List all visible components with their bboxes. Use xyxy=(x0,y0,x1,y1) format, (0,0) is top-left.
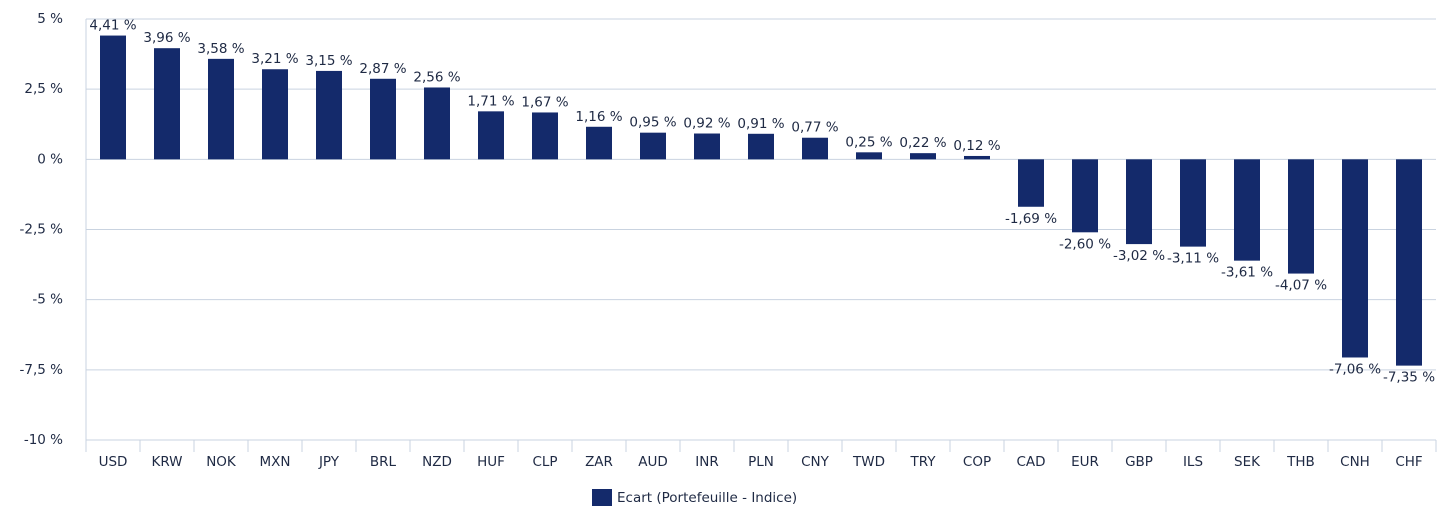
data-label: 3,21 % xyxy=(251,51,298,67)
bar xyxy=(316,70,342,160)
bar xyxy=(694,133,720,160)
bar xyxy=(586,126,612,160)
data-label: -3,02 % xyxy=(1113,248,1165,264)
x-tick-label: BRL xyxy=(370,454,397,470)
x-tick-label: NZD xyxy=(422,454,452,470)
bar xyxy=(910,153,936,160)
x-tick-label: KRW xyxy=(151,454,182,470)
x-tick-label: CAD xyxy=(1016,454,1045,470)
data-label: 4,41 % xyxy=(89,18,136,34)
bar xyxy=(370,78,396,160)
y-tick-label: 5 % xyxy=(37,11,63,27)
bar xyxy=(1126,159,1152,245)
data-label: 0,25 % xyxy=(845,134,892,150)
data-label: -7,35 % xyxy=(1383,370,1435,386)
data-label: 0,92 % xyxy=(683,116,730,132)
x-tick-label: USD xyxy=(99,454,128,470)
y-tick-label: -5 % xyxy=(32,292,63,308)
data-label: 1,16 % xyxy=(575,109,622,125)
x-tick-label: CHF xyxy=(1395,454,1422,470)
x-tick-label: NOK xyxy=(206,454,237,470)
x-tick-label: CNY xyxy=(801,454,830,470)
data-label: -3,11 % xyxy=(1167,251,1219,267)
x-tick-label: GBP xyxy=(1125,454,1153,470)
bar xyxy=(1072,159,1098,233)
data-label: 2,87 % xyxy=(359,61,406,77)
x-tick-label: EUR xyxy=(1071,454,1099,470)
data-label: -4,07 % xyxy=(1275,278,1327,294)
bar xyxy=(1342,159,1368,358)
data-label: -3,61 % xyxy=(1221,265,1273,281)
x-tick-label: INR xyxy=(695,454,718,470)
x-tick-label: AUD xyxy=(638,454,668,470)
legend-swatch xyxy=(592,489,612,506)
y-tick-label: 2,5 % xyxy=(24,81,63,97)
x-tick-label: SEK xyxy=(1234,454,1261,470)
data-label: 1,71 % xyxy=(467,93,514,109)
bar xyxy=(1018,159,1044,207)
data-label: 0,22 % xyxy=(899,135,946,151)
y-tick-label: -2,5 % xyxy=(20,222,64,238)
x-tick-label: HUF xyxy=(477,454,505,470)
bar xyxy=(856,152,882,160)
bar xyxy=(964,155,990,160)
x-tick-label: MXN xyxy=(260,454,291,470)
bar xyxy=(748,133,774,160)
bar xyxy=(478,111,504,160)
x-tick-label: THB xyxy=(1286,454,1315,470)
data-label: 3,58 % xyxy=(197,41,244,57)
bar xyxy=(262,69,288,160)
y-tick-label: 0 % xyxy=(37,151,63,167)
x-tick-label: TRY xyxy=(909,454,936,470)
data-label: -2,60 % xyxy=(1059,236,1111,252)
x-tick-label: CLP xyxy=(532,454,557,470)
data-label: 0,95 % xyxy=(629,115,676,131)
y-tick-label: -10 % xyxy=(24,432,63,448)
x-tick-label: PLN xyxy=(748,454,774,470)
data-label: 3,15 % xyxy=(305,53,352,69)
bar xyxy=(1234,159,1260,261)
x-tick-label: ZAR xyxy=(585,454,613,470)
data-label: -7,06 % xyxy=(1329,361,1381,377)
data-label: 3,96 % xyxy=(143,30,190,46)
bar xyxy=(1396,159,1422,366)
bar xyxy=(424,87,450,160)
bar xyxy=(208,58,234,160)
bar xyxy=(802,137,828,160)
data-label: 0,12 % xyxy=(953,138,1000,154)
x-tick-label: ILS xyxy=(1183,454,1203,470)
data-label: 2,56 % xyxy=(413,69,460,85)
x-tick-label: JPY xyxy=(318,454,340,470)
data-label: 1,67 % xyxy=(521,94,568,110)
x-tick-label: COP xyxy=(963,454,991,470)
bar xyxy=(640,132,666,160)
bar xyxy=(100,35,126,160)
bar xyxy=(1288,159,1314,274)
data-label: 0,91 % xyxy=(737,116,784,132)
bar xyxy=(1180,159,1206,247)
y-tick-label: -7,5 % xyxy=(20,362,64,378)
data-label: 0,77 % xyxy=(791,120,838,136)
x-tick-label: CNH xyxy=(1340,454,1370,470)
bar xyxy=(154,48,180,160)
data-label: -1,69 % xyxy=(1005,211,1057,227)
legend-label: Ecart (Portefeuille - Indice) xyxy=(617,490,797,506)
bar xyxy=(532,112,558,160)
x-tick-label: TWD xyxy=(852,454,885,470)
